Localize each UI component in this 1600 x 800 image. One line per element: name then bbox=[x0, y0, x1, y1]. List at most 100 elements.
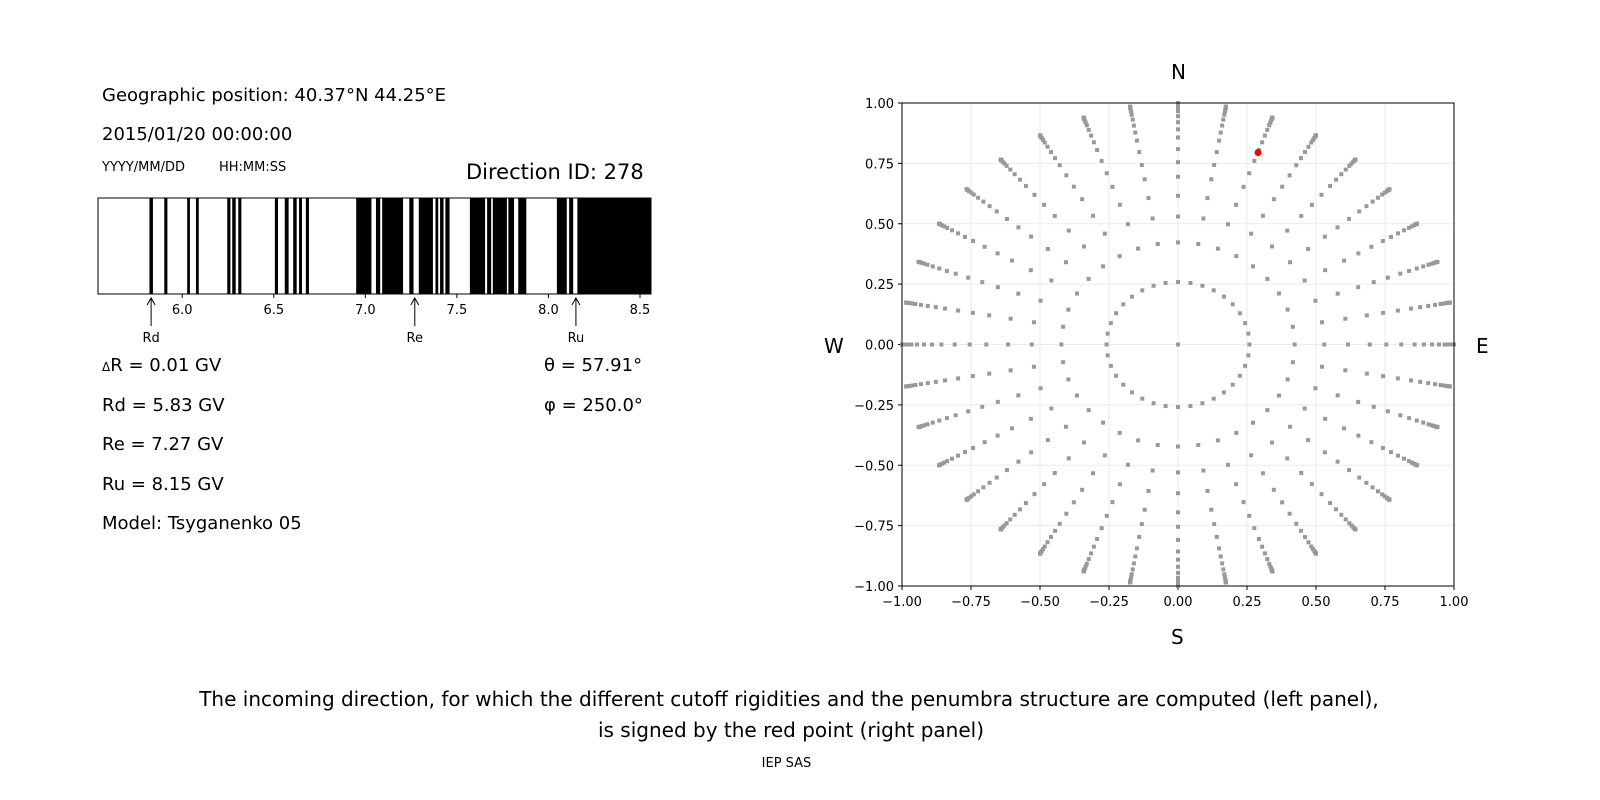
direction-point bbox=[1246, 331, 1251, 336]
direction-point bbox=[987, 371, 992, 376]
direction-point bbox=[1320, 364, 1325, 369]
direction-point bbox=[1398, 271, 1403, 276]
direction-point bbox=[937, 266, 942, 271]
direction-point bbox=[1335, 393, 1340, 398]
direction-point bbox=[1402, 456, 1407, 461]
direction-point bbox=[1176, 106, 1180, 111]
direction-point bbox=[1133, 554, 1138, 559]
direction-point bbox=[1438, 383, 1443, 388]
direction-point bbox=[936, 221, 941, 226]
direction-point bbox=[1066, 377, 1071, 382]
direction-point bbox=[1074, 393, 1079, 398]
direction-point bbox=[1298, 528, 1303, 533]
direction-point bbox=[1105, 353, 1110, 358]
direction-point bbox=[1249, 453, 1254, 458]
direction-point bbox=[949, 456, 954, 461]
direction-point bbox=[1038, 551, 1042, 556]
direction-point bbox=[1196, 443, 1201, 448]
direction-point bbox=[1285, 377, 1290, 382]
y-tick-label: −0.25 bbox=[854, 399, 894, 414]
direction-point bbox=[1347, 216, 1352, 221]
direction-point bbox=[1220, 123, 1225, 128]
direction-point bbox=[1012, 512, 1017, 517]
delta-r: ΔR = 0.01 GV bbox=[102, 355, 221, 376]
direction-point bbox=[1309, 544, 1314, 549]
direction-point bbox=[1409, 224, 1414, 229]
direction-point bbox=[1064, 173, 1069, 178]
direction-point bbox=[1292, 342, 1297, 347]
forbidden-band bbox=[356, 198, 372, 294]
direction-point bbox=[1139, 163, 1144, 168]
direction-point bbox=[1364, 313, 1369, 318]
direction-point bbox=[1176, 578, 1180, 583]
direction-point bbox=[1436, 342, 1441, 347]
direction-point bbox=[930, 264, 935, 269]
direction-point bbox=[1042, 544, 1047, 549]
direction-point bbox=[1006, 342, 1011, 347]
direction-point bbox=[1117, 430, 1122, 435]
direction-point bbox=[1066, 307, 1071, 312]
direction-point bbox=[1230, 302, 1235, 307]
direction-point bbox=[1356, 251, 1361, 256]
delta-r-value: R = 0.01 GV bbox=[110, 355, 222, 376]
direction-point bbox=[1356, 433, 1361, 438]
direction-point bbox=[982, 440, 987, 445]
direction-point bbox=[1176, 120, 1180, 125]
direction-point bbox=[1129, 109, 1134, 114]
direction-point bbox=[1102, 453, 1107, 458]
forbidden-band bbox=[556, 198, 567, 294]
direction-point bbox=[1176, 491, 1180, 496]
compass-s: S bbox=[1171, 625, 1184, 649]
direction-point bbox=[956, 376, 961, 381]
compass-n: N bbox=[1171, 60, 1186, 84]
marker-label-ru: Ru bbox=[568, 331, 585, 346]
direction-point bbox=[930, 342, 935, 347]
direction-point bbox=[955, 453, 960, 458]
direction-point bbox=[1028, 416, 1033, 421]
direction-point bbox=[976, 195, 981, 200]
forbidden-band bbox=[227, 198, 231, 294]
direction-point bbox=[1415, 221, 1420, 226]
x-tick-label: 8.5 bbox=[630, 303, 651, 318]
direction-point bbox=[1222, 572, 1227, 577]
direction-point bbox=[1302, 278, 1307, 283]
direction-point bbox=[987, 480, 992, 485]
direction-point bbox=[1091, 213, 1096, 218]
forbidden-band bbox=[445, 198, 450, 294]
direction-point bbox=[1205, 196, 1210, 201]
direction-point bbox=[1176, 557, 1180, 562]
direction-point bbox=[1314, 551, 1318, 556]
direction-point bbox=[1309, 140, 1314, 145]
direction-point bbox=[1104, 513, 1109, 518]
direction-point bbox=[1201, 468, 1206, 473]
direction-point bbox=[971, 492, 976, 497]
x-tick-label: 0.50 bbox=[1302, 595, 1331, 610]
direction-point bbox=[1028, 268, 1033, 273]
direction-point bbox=[995, 433, 1000, 438]
direction-point bbox=[953, 271, 958, 276]
delta-symbol: Δ bbox=[102, 360, 111, 374]
direction-point bbox=[1322, 450, 1327, 455]
direction-point bbox=[1399, 342, 1404, 347]
direction-point bbox=[1146, 196, 1151, 201]
direction-point bbox=[966, 409, 971, 414]
direction-point bbox=[1117, 254, 1122, 259]
direction-point bbox=[980, 280, 985, 285]
direction-point bbox=[1222, 109, 1227, 114]
direction-point bbox=[1081, 440, 1086, 445]
forbidden-band bbox=[382, 198, 404, 294]
direction-point bbox=[1066, 228, 1071, 233]
forbidden-band bbox=[577, 198, 651, 294]
direction-point bbox=[1382, 190, 1387, 195]
direction-point bbox=[904, 384, 909, 389]
direction-point bbox=[1246, 353, 1251, 358]
direction-point bbox=[998, 157, 1003, 162]
direction-point bbox=[1196, 241, 1201, 246]
direction-point bbox=[1071, 500, 1076, 505]
x-tick-label: 1.00 bbox=[1440, 595, 1469, 610]
direction-point bbox=[1074, 291, 1079, 296]
direction-point bbox=[937, 418, 942, 423]
direction-point bbox=[1447, 384, 1452, 389]
direction-point bbox=[1176, 444, 1180, 449]
direction-point bbox=[981, 485, 986, 490]
